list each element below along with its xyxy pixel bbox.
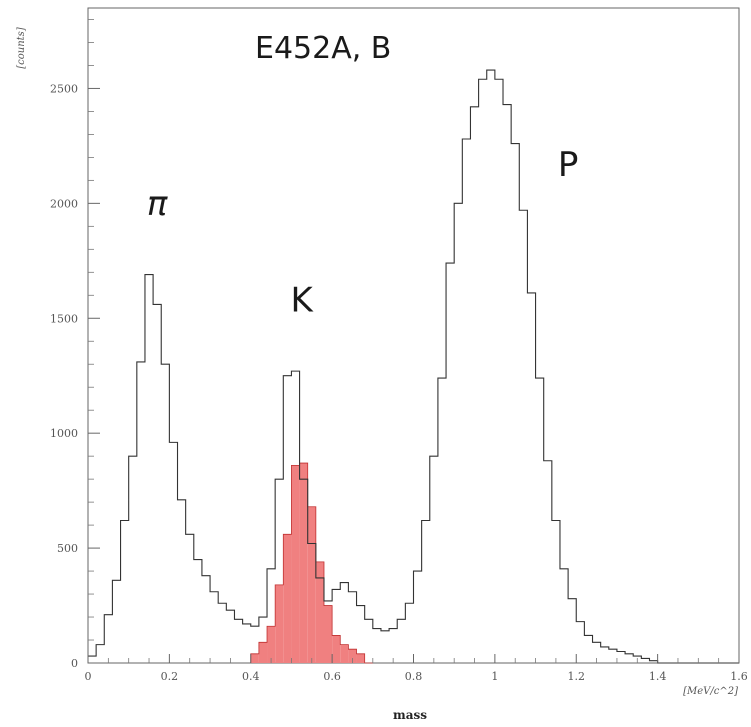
k-bar (283, 534, 292, 663)
k-bar (323, 605, 333, 663)
y-tick-label: 1000 (50, 427, 78, 440)
k-bar (348, 649, 357, 663)
y-axis-label: [counts] (16, 27, 27, 69)
x-axis-unit: [MeV/c^2] (683, 686, 738, 697)
y-tick-label: 2000 (50, 197, 78, 210)
all-series (88, 69, 739, 664)
k-bar (250, 653, 259, 663)
chart-title: E452A, B (255, 31, 391, 66)
x-tick-label: 0.8 (405, 670, 423, 683)
axis-ticks (87, 19, 740, 664)
k-bar (299, 463, 308, 663)
tick-labels: 0 0.2 0.4 0.6 0.8 1 1.2 1.4 1.6 0 500 1000 1500 2000 2… (50, 82, 748, 683)
k-bar (258, 642, 268, 663)
annotation-pi: π (147, 184, 168, 224)
annotation-p: P (558, 145, 579, 185)
k-selected-series (250, 462, 373, 664)
k-bar (332, 635, 341, 663)
k-bar (267, 626, 276, 663)
y-tick-label: 0 (71, 657, 78, 670)
k-bar (315, 561, 324, 663)
k-bar (275, 584, 284, 663)
x-tick-label: 0.4 (242, 670, 260, 683)
k-bar (291, 465, 300, 663)
y-tick-label: 500 (57, 542, 78, 555)
k-bar (340, 644, 349, 663)
k-bar (356, 653, 365, 663)
x-tick-label: 0.6 (323, 670, 341, 683)
x-tick-label: 0 (85, 670, 92, 683)
x-tick-label: 1.2 (568, 670, 586, 683)
x-axis-label: mass (393, 708, 427, 722)
y-tick-label: 2500 (50, 82, 78, 95)
x-tick-label: 1.6 (730, 670, 748, 683)
x-tick-label: 0.2 (161, 670, 179, 683)
k-bar (307, 506, 316, 663)
all-series-line (88, 69, 739, 664)
y-tick-label: 1500 (50, 312, 78, 325)
x-tick-label: 1.4 (649, 670, 667, 683)
plot-frame (87, 7, 740, 664)
x-tick-label: 1 (491, 670, 498, 683)
annotation-k: K (290, 280, 314, 320)
